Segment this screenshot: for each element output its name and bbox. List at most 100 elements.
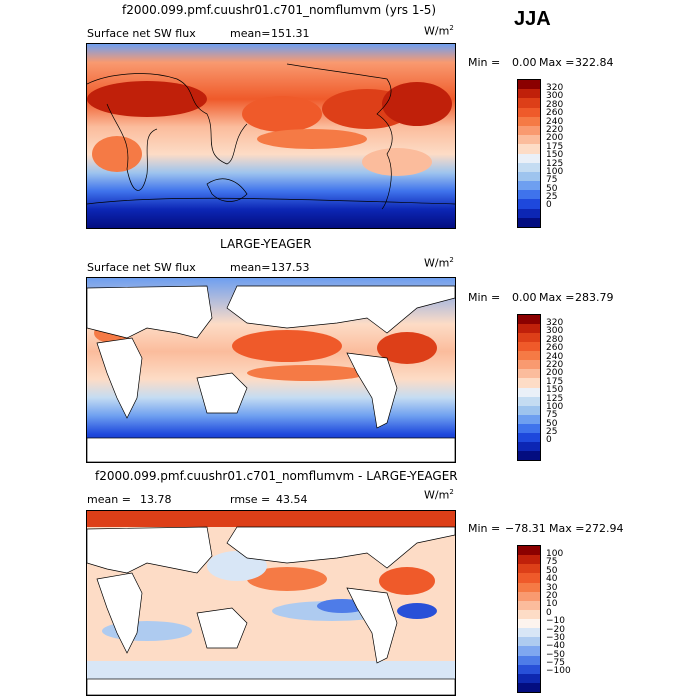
panel1-max-label: Max = bbox=[539, 56, 575, 69]
panel1-colorbar-ticks: 320 300 280 260 240 220 200 175 150 125 100 75 50 25 0 bbox=[546, 83, 564, 214]
colorbar-segment bbox=[518, 637, 540, 647]
panel1-field-label: Surface net SW flux bbox=[87, 27, 196, 40]
colorbar-tick-label: 25 bbox=[546, 192, 558, 203]
colorbar-tick-label: 100 bbox=[546, 166, 564, 177]
colorbar-segment bbox=[518, 591, 540, 601]
colorbar-segment bbox=[518, 217, 540, 227]
colorbar-segment bbox=[518, 107, 540, 117]
panel1-units: W/m2 bbox=[424, 24, 454, 38]
panel3-rmse-label: rmse = bbox=[230, 493, 271, 506]
colorbar-tick-label: 0 bbox=[546, 435, 552, 446]
coastlines bbox=[87, 63, 455, 210]
panel3-max-value: 272.94 bbox=[585, 522, 624, 535]
colorbar-tick-label: 0 bbox=[546, 607, 552, 618]
colorbar-tick-label: −40 bbox=[546, 641, 565, 652]
colorbar-tick-label: 25 bbox=[546, 427, 558, 438]
colorbar-tick-label: 10 bbox=[546, 599, 558, 610]
colorbar-segment bbox=[518, 573, 540, 583]
season-label: JJA bbox=[514, 8, 551, 30]
panel3-units: W/m2 bbox=[424, 488, 454, 502]
panel2-colorbar bbox=[517, 314, 541, 461]
panel2-field-label: Surface net SW flux bbox=[87, 261, 196, 274]
panel3-title: f2000.099.pmf.cuushr01.c701_nomflumvm - … bbox=[95, 469, 458, 483]
colorbar-segment bbox=[518, 324, 540, 334]
panel2-title: LARGE-YEAGER bbox=[220, 237, 312, 251]
colorbar-segment bbox=[518, 80, 540, 90]
panel3-mean-label: mean = bbox=[87, 493, 131, 506]
colorbar-tick-label: 220 bbox=[546, 359, 564, 370]
panel3-colorbar-ticks: 100 75 50 40 30 20 10 0 −10 −20 −30 −40 −50 −75 −100 bbox=[546, 549, 571, 680]
colorbar-segment bbox=[518, 387, 540, 397]
map-plot-2 bbox=[87, 278, 455, 462]
colorbar-segment bbox=[518, 628, 540, 638]
colorbar-segment bbox=[518, 378, 540, 388]
colorbar-segment bbox=[518, 600, 540, 610]
colorbar-tick-label: 260 bbox=[546, 108, 564, 119]
panel2-mean-value: 137.53 bbox=[271, 261, 310, 274]
colorbar-tick-label: 100 bbox=[546, 401, 564, 412]
colorbar-tick-label: −50 bbox=[546, 649, 565, 660]
panel2-map bbox=[86, 277, 456, 463]
panel3-colorbar bbox=[517, 545, 541, 693]
panel1-min-value: 0.00 bbox=[512, 56, 537, 69]
colorbar-segment bbox=[518, 89, 540, 99]
panel2-max-label: Max = bbox=[539, 291, 575, 304]
colorbar-tick-label: 100 bbox=[546, 549, 564, 559]
colorbar-tick-label: 0 bbox=[546, 200, 552, 211]
panel2-colorbar-ticks: 320 300 280 260 240 220 200 175 150 125 100 75 50 25 0 bbox=[546, 318, 564, 449]
panel1-colorbar bbox=[517, 79, 541, 228]
panel3-min-label: Min = bbox=[468, 522, 501, 535]
colorbar-segment bbox=[518, 450, 540, 460]
colorbar-segment bbox=[518, 609, 540, 619]
colorbar-tick-label: 20 bbox=[546, 590, 558, 601]
colorbar-segment bbox=[518, 342, 540, 352]
colorbar-segment bbox=[518, 405, 540, 415]
colorbar-tick-label: −30 bbox=[546, 632, 565, 643]
colorbar-segment bbox=[518, 673, 540, 683]
colorbar-tick-label: 75 bbox=[546, 557, 558, 568]
colorbar-tick-label: 240 bbox=[546, 351, 564, 362]
colorbar-segment bbox=[518, 171, 540, 182]
colorbar-tick-label: −10 bbox=[546, 616, 565, 627]
land-mask bbox=[87, 526, 455, 664]
land-mask bbox=[87, 285, 455, 429]
panel1-max-value: 322.84 bbox=[575, 56, 614, 69]
colorbar-segment bbox=[518, 208, 540, 218]
colorbar-tick-label: 320 bbox=[546, 318, 564, 328]
colorbar-tick-label: 50 bbox=[546, 565, 558, 576]
colorbar-segment bbox=[518, 333, 540, 343]
colorbar-tick-label: 175 bbox=[546, 141, 564, 152]
panel2-mean-label: mean= bbox=[230, 261, 271, 274]
main-title: f2000.099.pmf.cuushr01.c701_nomflumvm (y… bbox=[122, 3, 437, 17]
panel2-units: W/m2 bbox=[424, 256, 454, 270]
colorbar-segment bbox=[518, 441, 540, 451]
panel2-max-value: 283.79 bbox=[575, 291, 614, 304]
panel1-mean-value: 151.31 bbox=[271, 27, 310, 40]
colorbar-segment bbox=[518, 369, 540, 379]
colorbar-segment bbox=[518, 144, 540, 154]
colorbar-segment bbox=[518, 190, 540, 200]
panel1-min-label: Min = bbox=[468, 56, 501, 69]
colorbar-tick-label: 175 bbox=[546, 376, 564, 387]
colorbar-segment bbox=[518, 125, 540, 136]
colorbar-tick-label: 125 bbox=[546, 393, 564, 404]
colorbar-segment bbox=[518, 564, 540, 574]
colorbar-tick-label: 300 bbox=[546, 326, 564, 337]
colorbar-segment bbox=[518, 619, 540, 629]
colorbar-tick-label: 200 bbox=[546, 133, 564, 144]
colorbar-segment bbox=[518, 135, 540, 145]
colorbar-segment bbox=[518, 646, 540, 656]
panel2-min-value: 0.00 bbox=[512, 291, 537, 304]
colorbar-segment bbox=[518, 414, 540, 424]
colorbar-segment bbox=[518, 153, 540, 163]
colorbar-segment bbox=[518, 423, 540, 433]
colorbar-tick-label: 260 bbox=[546, 343, 564, 354]
colorbar-tick-label: 200 bbox=[546, 368, 564, 379]
map-plot-3 bbox=[87, 511, 455, 695]
panel1-mean-label: mean= bbox=[230, 27, 271, 40]
panel2-min-label: Min = bbox=[468, 291, 501, 304]
panel3-mean-value: 13.78 bbox=[140, 493, 172, 506]
colorbar-tick-label: 240 bbox=[546, 116, 564, 127]
colorbar-tick-label: 40 bbox=[546, 574, 558, 585]
colorbar-segment bbox=[518, 351, 540, 361]
